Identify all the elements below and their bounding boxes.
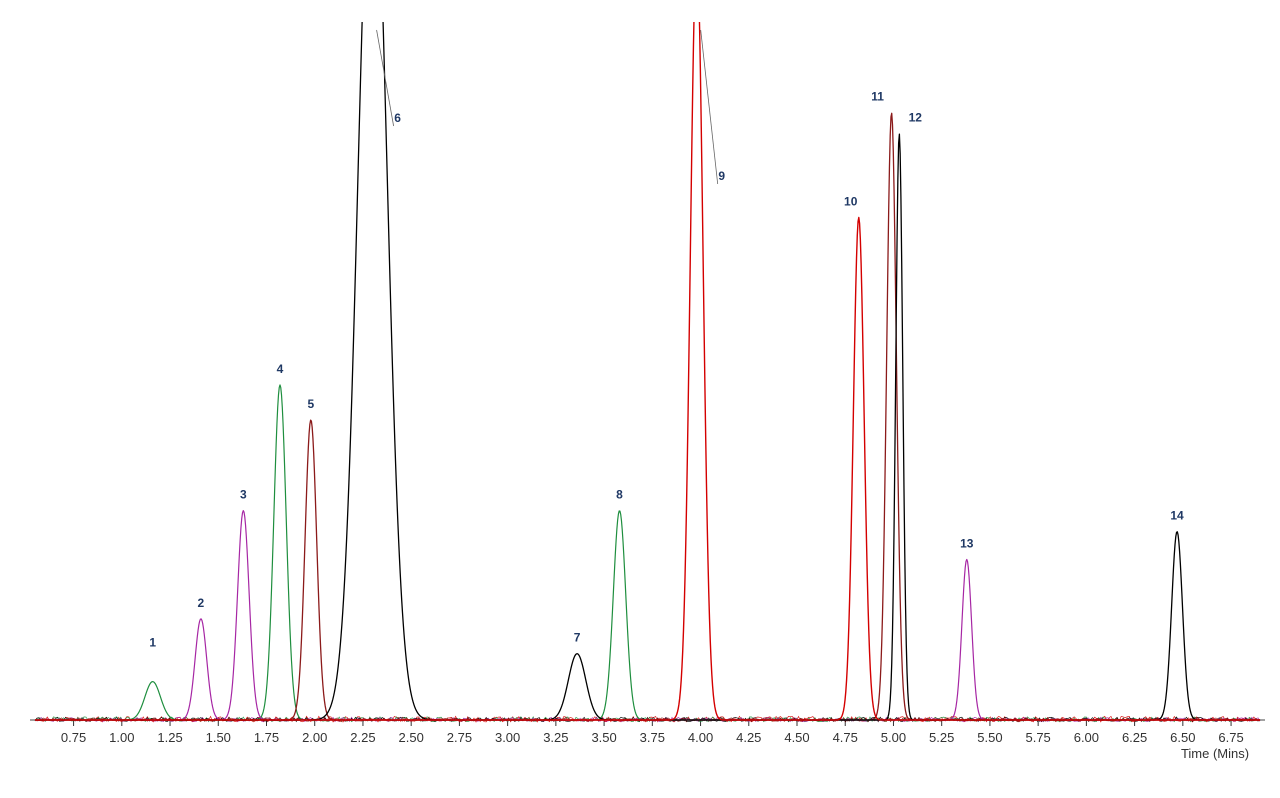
peak-label: 2 [198,596,205,610]
peak-label: 14 [1170,509,1184,523]
x-tick-label: 0.75 [61,730,86,745]
peak-label: 4 [277,362,284,376]
x-tick-label: 1.25 [157,730,182,745]
x-tick-label: 3.50 [591,730,616,745]
peak-label: 11 [871,90,884,104]
x-tick-label: 3.75 [640,730,665,745]
x-tick-label: 2.75 [447,730,472,745]
x-tick-label: 4.25 [736,730,761,745]
peak-label: 7 [574,631,581,645]
peak-leader [701,30,718,184]
peak-label: 12 [909,111,923,125]
peak-trace [35,385,1260,720]
x-tick-label: 5.00 [881,730,906,745]
x-tick-label: 3.00 [495,730,520,745]
peak-label: 6 [394,111,401,125]
x-tick-label: 5.50 [977,730,1002,745]
x-axis-title: Time (Mins) [1181,746,1249,761]
x-tick-label: 4.75 [833,730,858,745]
x-tick-label: 2.00 [302,730,327,745]
x-tick-label: 3.25 [543,730,568,745]
peak-label: 1 [149,636,156,650]
peak-label: 3 [240,488,247,502]
x-tick-label: 5.25 [929,730,954,745]
x-tick-label: 6.25 [1122,730,1147,745]
x-tick-label: 5.75 [1025,730,1050,745]
x-tick-label: 1.75 [254,730,279,745]
peak-label: 10 [844,194,858,208]
peak-label: 8 [616,488,623,502]
peak-label: 9 [718,169,725,183]
peak-trace [35,511,1260,720]
peak-trace [35,0,1260,720]
x-tick-label: 2.25 [350,730,375,745]
x-tick-label: 4.00 [688,730,713,745]
peak-trace [35,113,1260,720]
x-tick-label: 1.00 [109,730,134,745]
x-tick-label: 6.75 [1218,730,1243,745]
x-tick-label: 6.00 [1074,730,1099,745]
peak-trace [35,0,1260,720]
peak-label: 13 [960,536,974,550]
x-tick-label: 2.50 [399,730,424,745]
x-tick-label: 1.50 [206,730,231,745]
x-tick-label: 4.50 [784,730,809,745]
x-tick-label: 6.50 [1170,730,1195,745]
traces [35,0,1260,720]
chromatogram-chart: 0.75 1.00 1.25 1.50 1.75 2.00 2.25 2.50 2.75 3.00… [0,0,1280,798]
peak-label: 5 [308,397,315,411]
